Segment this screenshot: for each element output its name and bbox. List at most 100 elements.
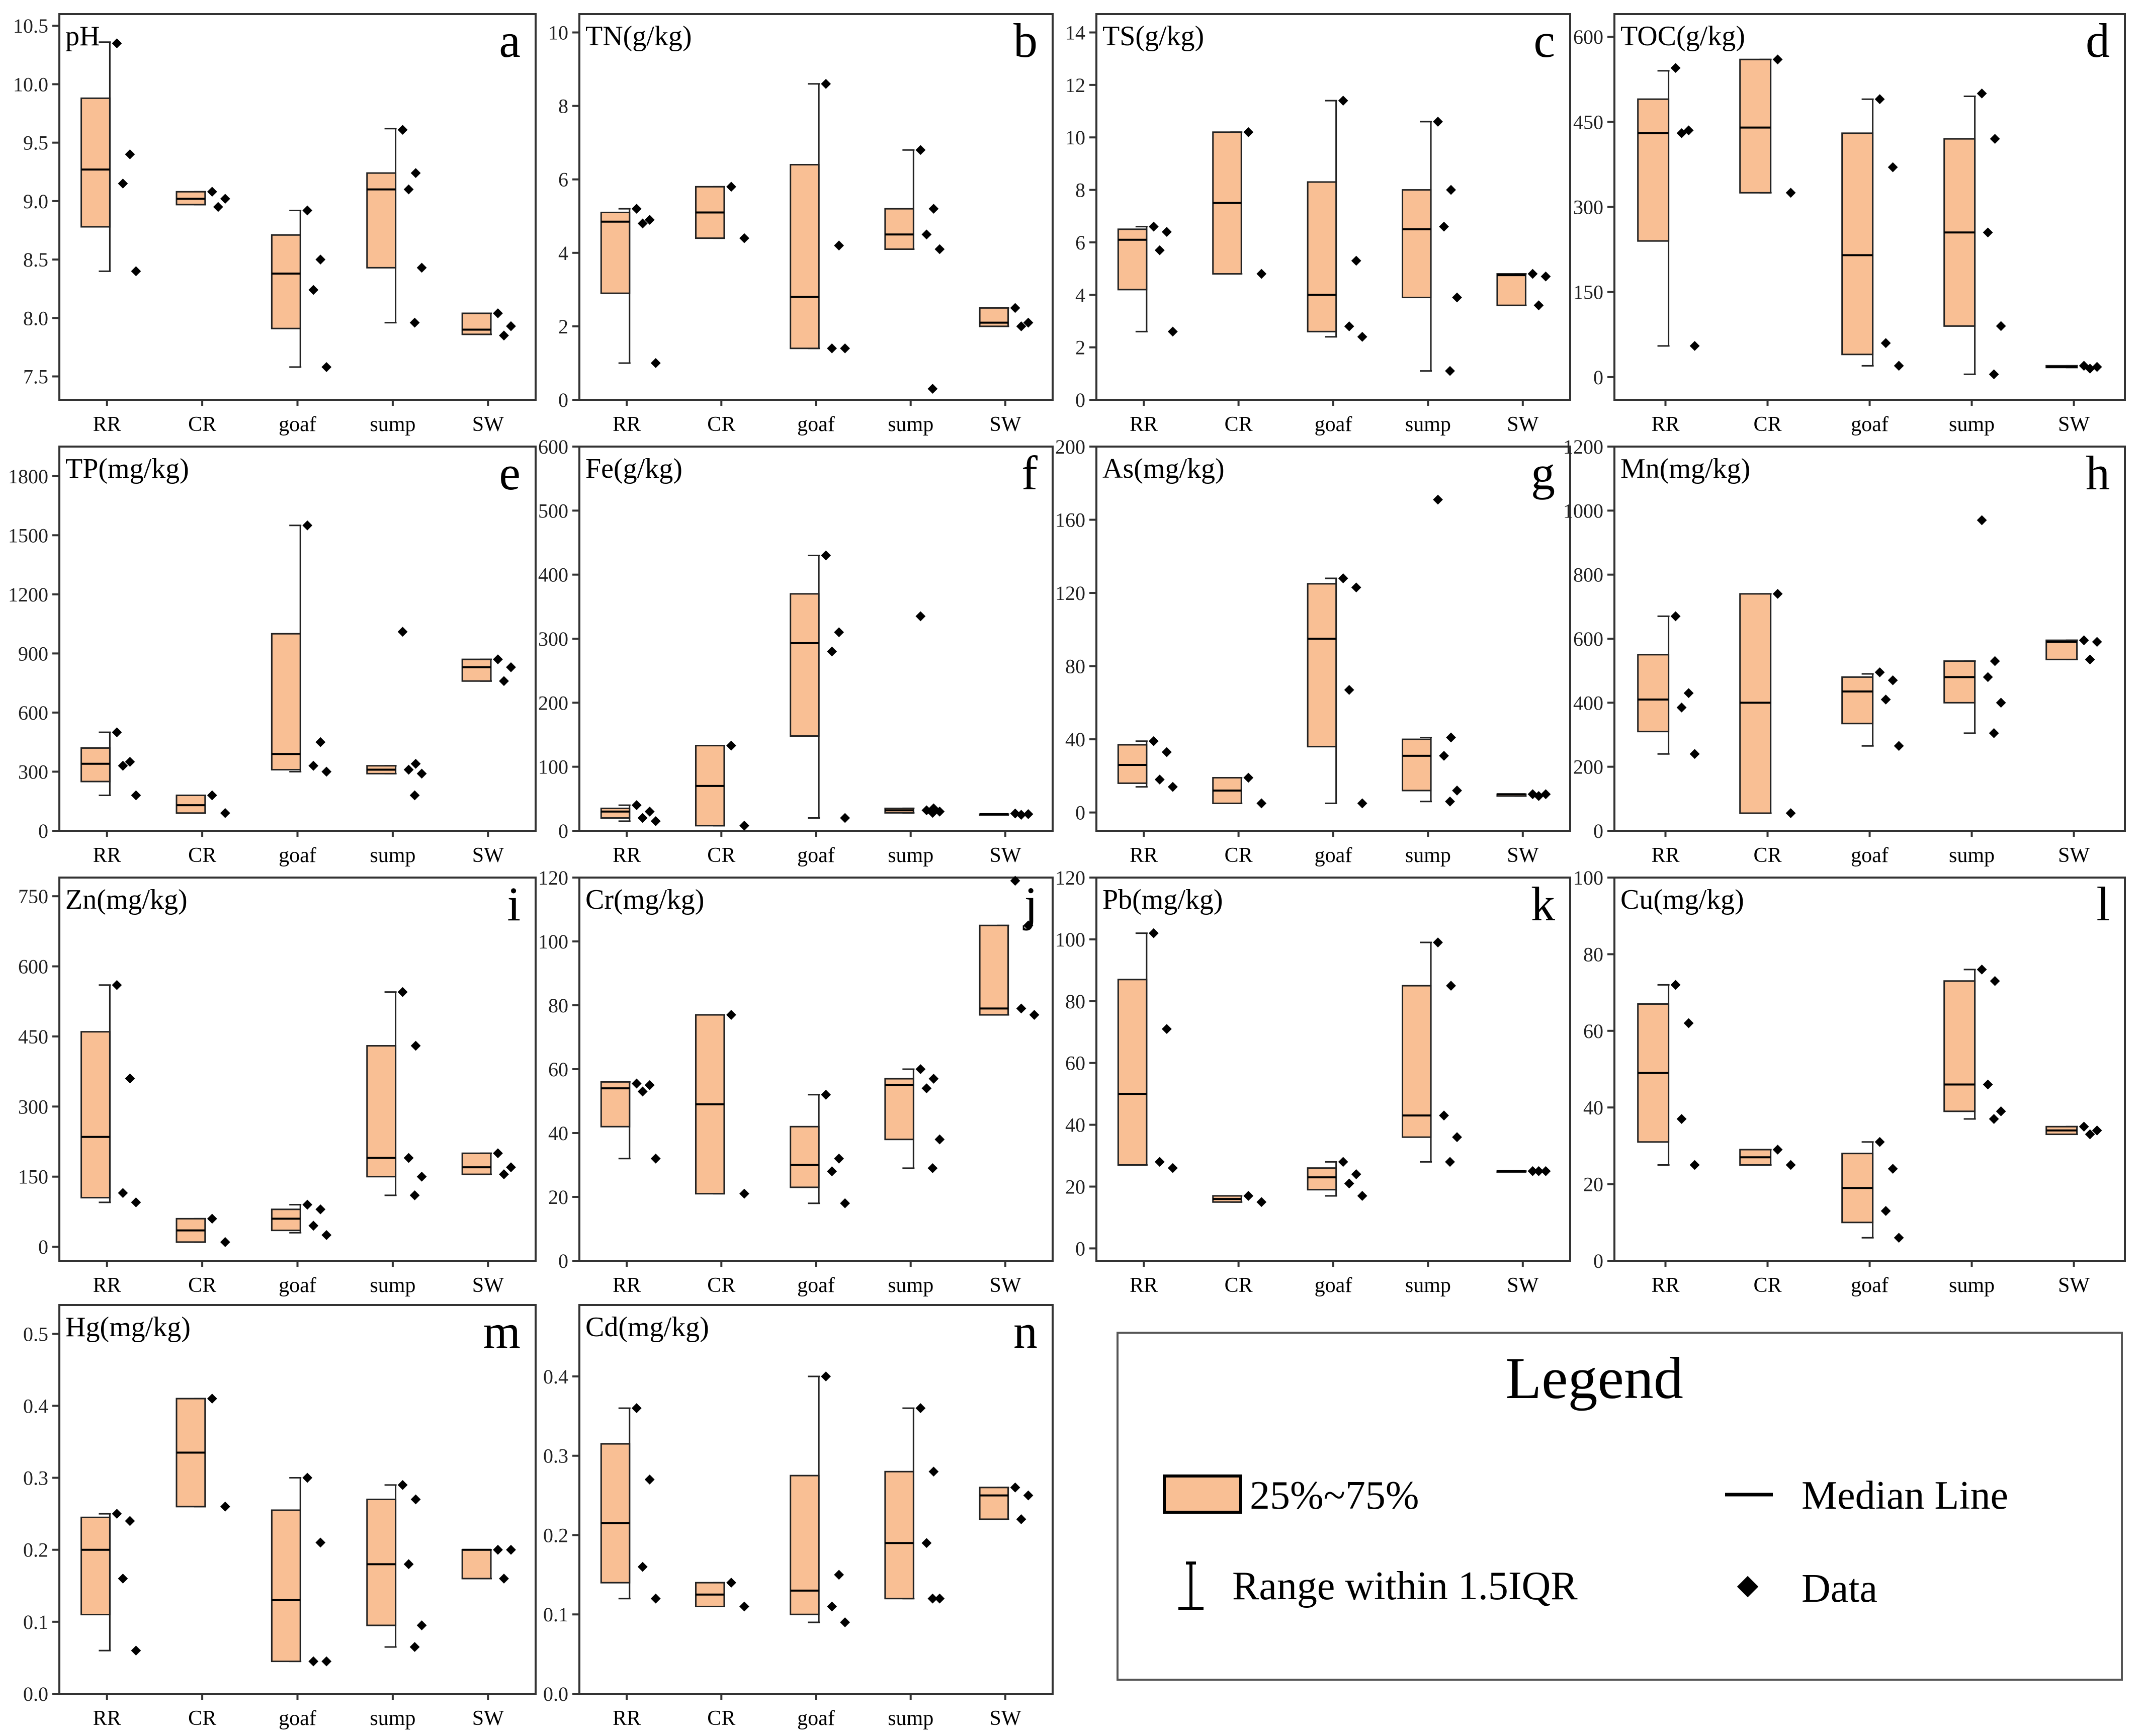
data-point (1452, 292, 1462, 303)
data-point (1676, 702, 1687, 713)
y-tick-label: 120 (538, 866, 568, 889)
data-point (726, 740, 736, 751)
data-point (125, 1073, 135, 1084)
x-tick-label: sump (1405, 844, 1451, 867)
y-tick-label: 80 (1065, 655, 1085, 678)
x-tick-label: sump (370, 1707, 415, 1730)
x-tick-label: goaf (1315, 844, 1352, 867)
x-tick-label: goaf (279, 844, 316, 867)
panel-title: TOC(g/kg) (1620, 21, 1745, 52)
y-tick-label: 500 (538, 499, 568, 522)
data-point (927, 1593, 938, 1604)
legend-median-label: Median Line (1802, 1473, 2008, 1518)
y-tick-label: 0.4 (543, 1365, 568, 1388)
panel-title: Pb(mg/kg) (1102, 884, 1223, 915)
box-sw (979, 1487, 1009, 1520)
data-point (112, 727, 122, 738)
data-point (1533, 791, 1544, 801)
data-point (631, 1078, 642, 1089)
data-point (499, 330, 509, 341)
legend-range-label: Range within 1.5IQR (1232, 1564, 1578, 1608)
box-goaf (1307, 181, 1337, 332)
data-point (2079, 1121, 2089, 1132)
data-point (1683, 1018, 1694, 1028)
box-rr (600, 211, 631, 294)
box-sw (461, 1549, 492, 1580)
data-point (1888, 162, 1898, 172)
panel-c: 0 2 4 6 8 10 12 14 TS(g/kg) c RR CR goaf sump SW (1065, 13, 1571, 436)
data-point (1989, 728, 1999, 738)
x-tick-label: goaf (1851, 1274, 1889, 1297)
data-point (1010, 876, 1020, 886)
panel-title: Fe(g/kg) (585, 453, 682, 484)
data-point (1445, 366, 1455, 376)
data-point (834, 627, 844, 638)
y-tick-label: 150 (1573, 281, 1603, 304)
y-tick-label: 0.0 (23, 1683, 48, 1705)
data-point (1874, 94, 1885, 105)
panel-title: TS(g/kg) (1102, 21, 1204, 52)
x-tick-label: SW (1507, 413, 1538, 436)
data-point (739, 820, 749, 831)
data-point (1016, 1514, 1026, 1524)
data-point (207, 1213, 217, 1224)
data-point (321, 1656, 332, 1667)
data-point (1527, 269, 1538, 279)
y-tick-label: 1800 (8, 465, 48, 488)
data-point (2085, 364, 2095, 374)
panel-letter: b (1013, 14, 1038, 67)
panel-title: Cu(mg/kg) (1620, 884, 1744, 915)
data-point (821, 1089, 831, 1100)
data-point (928, 1074, 939, 1084)
data-point (2079, 635, 2089, 646)
y-tick-label: 0 (1593, 1250, 1603, 1272)
panel-letter: j (1022, 877, 1038, 931)
x-tick-label: goaf (1851, 844, 1889, 867)
y-tick-label: 300 (538, 628, 568, 650)
data-point (1540, 789, 1551, 800)
x-tick-label: CR (188, 1707, 216, 1730)
y-tick-label: 150 (18, 1166, 48, 1188)
data-point (1351, 1169, 1361, 1179)
data-point (1446, 732, 1456, 743)
data-point (308, 760, 319, 771)
y-tick-label: 60 (1065, 1052, 1085, 1075)
box-rr (1637, 98, 1670, 242)
data-point (1029, 1010, 1040, 1020)
data-point (1676, 1114, 1687, 1124)
box-sump (366, 1045, 397, 1178)
y-tick-label: 600 (1573, 628, 1603, 650)
data-point (1243, 1191, 1254, 1201)
data-point (739, 233, 749, 243)
x-tick-label: RR (93, 1274, 121, 1297)
data-point (397, 1480, 408, 1490)
data-point (1357, 1191, 1367, 1201)
x-tick-label: goaf (797, 1707, 835, 1730)
data-point (1016, 810, 1026, 820)
data-point (1256, 798, 1267, 809)
data-point (827, 646, 837, 657)
box-goaf (271, 633, 301, 771)
data-point (739, 1601, 749, 1612)
data-point (650, 1593, 661, 1604)
data-point (397, 987, 408, 997)
y-tick-label: 7.5 (23, 366, 48, 388)
y-tick-label: 80 (1583, 943, 1603, 966)
y-tick-label: 10.0 (13, 73, 48, 96)
data-point (1983, 227, 1993, 238)
data-point (1676, 128, 1687, 138)
data-point (1785, 188, 1796, 198)
y-tick-label: 300 (18, 760, 48, 783)
x-tick-label: goaf (1851, 413, 1889, 436)
data-point (1167, 1163, 1178, 1173)
data-point (1785, 808, 1796, 818)
y-tick-label: 0.0 (543, 1683, 568, 1705)
data-point (308, 1221, 319, 1231)
data-point (1148, 736, 1159, 746)
x-tick-label: CR (707, 1274, 735, 1297)
y-tick-label: 100 (538, 930, 568, 953)
data-point (1161, 1024, 1172, 1034)
data-point (1894, 361, 1904, 371)
data-point (726, 1010, 736, 1020)
data-point (1772, 54, 1783, 65)
